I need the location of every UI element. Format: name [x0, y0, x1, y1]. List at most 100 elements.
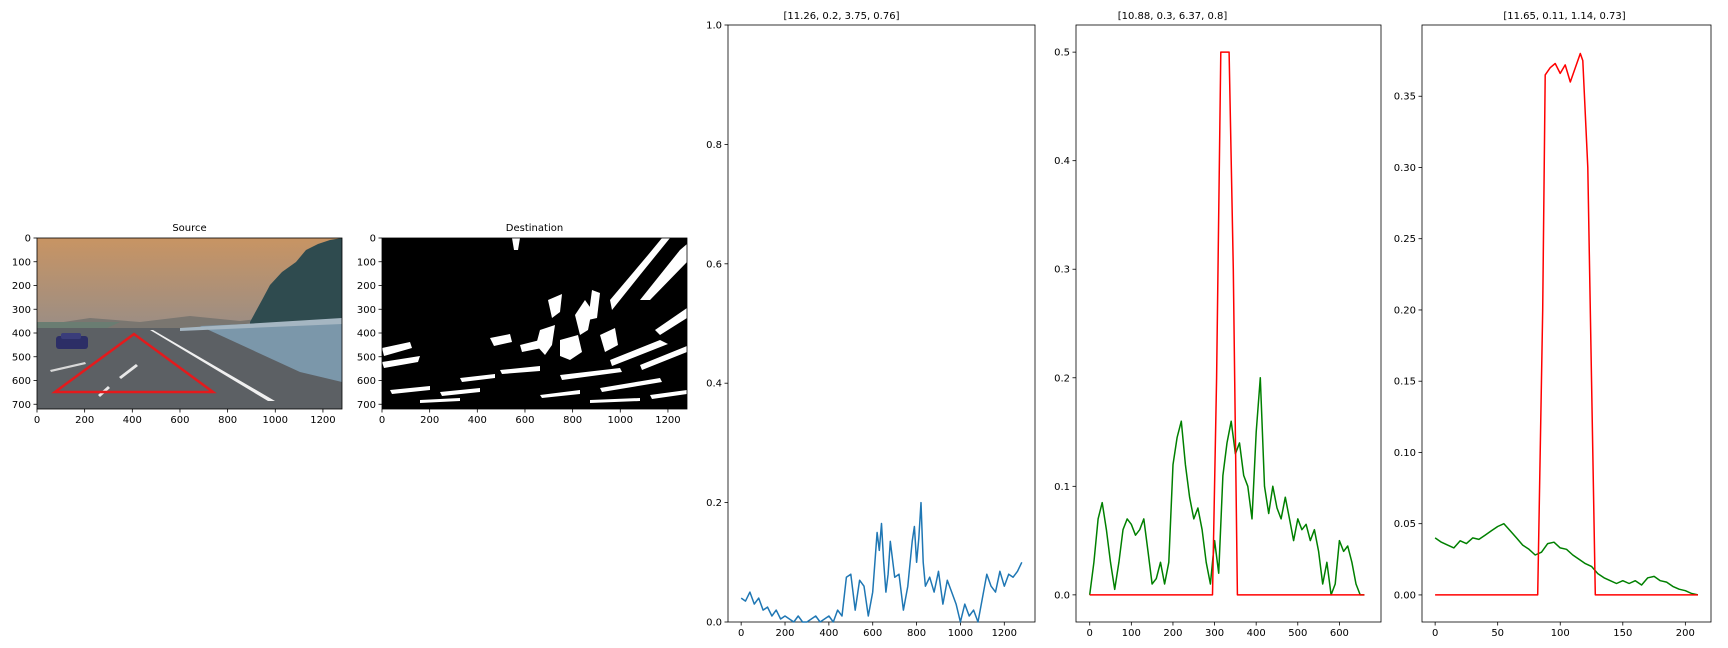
destination-ytick-label: 500: [357, 352, 376, 363]
hist2-series: [1088, 51, 1365, 596]
source-ytick-label: 600: [12, 376, 31, 387]
hist2-ytick-label: 0.1: [1054, 482, 1070, 493]
source-frame: [36, 237, 343, 410]
hist1-xtick-label: 800: [907, 628, 926, 639]
hist3-title: [11.65, 0.11, 1.14, 0.73]: [1503, 11, 1625, 22]
hist3-ytick-label: 0.15: [1394, 377, 1416, 388]
hist3-xtick-label: 100: [1551, 628, 1570, 639]
barrier: [180, 318, 342, 331]
hist3-ytick-label: 0.35: [1394, 92, 1416, 103]
hist3-series-line-0: [1434, 522, 1699, 596]
destination-ytick-label: 100: [357, 257, 376, 268]
source-ytick-label: 400: [12, 329, 31, 340]
hist3-ytick-label: 0.00: [1394, 590, 1416, 601]
lane-mark-3: [50, 362, 86, 372]
destination-xtick-label: 0: [379, 415, 385, 426]
car-window: [61, 333, 81, 339]
source-panel: Source 0 200 400 600 800 1000 1200 0 100 200 300 40…: [12, 223, 343, 427]
source-ytick-label: 0: [25, 234, 31, 245]
source-ticks: 0 200 400 600 800 1000 1200 0 100 200 300 400 500 600…: [12, 234, 336, 427]
hist1-frame: [727, 24, 1036, 623]
hist1-xtick-label: 600: [863, 628, 882, 639]
hist3-ticks: 0 50 100 150 200 0.00 0.05 0.10 0.15 0.20 0.25 0.30…: [1394, 92, 1695, 639]
hist3-xtick-label: 200: [1676, 628, 1695, 639]
hist1-title: [11.26, 0.2, 3.75, 0.76]: [784, 11, 900, 22]
source-xtick-label: 0: [34, 415, 40, 426]
source-ytick-label: 700: [12, 400, 31, 411]
source-ytick-label: 100: [12, 257, 31, 268]
grass-right: [200, 320, 342, 382]
hist2-xtick-label: 100: [1122, 628, 1141, 639]
destination-image: [382, 238, 687, 409]
hist1-ytick-label: 1.0: [706, 21, 722, 32]
hist1-xtick-label: 0: [738, 628, 744, 639]
hist2-ytick-label: 0.5: [1054, 48, 1070, 59]
hist1-xtick-label: 1200: [992, 628, 1017, 639]
hist2-ytick-label: 0.4: [1054, 156, 1070, 167]
hist3-series: [1434, 52, 1699, 596]
hist2-series-line-1: [1089, 51, 1365, 596]
roi-triangle: [51, 332, 217, 394]
hist3-xtick-label: 50: [1491, 628, 1504, 639]
destination-xtick-label: 200: [420, 415, 439, 426]
source-ytick-label: 500: [12, 352, 31, 363]
hist3-xtick-label: 0: [1432, 628, 1438, 639]
hist3-ytick-label: 0.05: [1394, 519, 1416, 530]
source-title: Source: [172, 223, 206, 234]
source-xtick-label: 200: [75, 415, 94, 426]
hist1-ytick-label: 0.8: [706, 140, 722, 151]
dst-background: [382, 238, 687, 409]
hist2-xtick-label: 300: [1205, 628, 1224, 639]
hist3-ytick-label: 0.20: [1394, 305, 1416, 316]
lane-mark-2: [119, 364, 138, 379]
hist1-series: [740, 501, 1023, 623]
hist2-ytick-label: 0.0: [1054, 590, 1070, 601]
hist3-ytick-label: 0.30: [1394, 163, 1416, 174]
destination-frame: [381, 237, 688, 410]
destination-ytick-label: 600: [357, 376, 376, 387]
destination-panel: Destination: [357, 223, 688, 426]
source-ytick-label: 300: [12, 305, 31, 316]
hist2-xtick-label: 200: [1163, 628, 1182, 639]
hist3-series-line-1: [1435, 52, 1698, 596]
hist1-series-line-0: [740, 501, 1023, 623]
histogram-panel-3: [11.65, 0.11, 1.14, 0.73] 0 50 100 150 200 0.…: [1394, 11, 1712, 639]
hist2-series-line-0: [1088, 377, 1365, 596]
hist2-ytick-label: 0.3: [1054, 265, 1070, 276]
destination-xtick-label: 1000: [608, 415, 633, 426]
destination-ytick-label: 400: [357, 329, 376, 340]
hist1-ytick-label: 0.0: [706, 618, 722, 629]
destination-title: Destination: [506, 223, 563, 234]
source-xtick-label: 400: [123, 415, 142, 426]
hist3-xtick-label: 150: [1613, 628, 1632, 639]
hist1-xtick-label: 400: [819, 628, 838, 639]
destination-ytick-label: 200: [357, 281, 376, 292]
hist2-ytick-label: 0.2: [1054, 373, 1070, 384]
hist1-ticks: 0 200 400 600 800 1000 1200 0.0 0.2 0.4 0.6 0.8 1.0: [706, 21, 1017, 640]
hist1-ytick-label: 0.2: [706, 498, 722, 509]
hist3-frame: [1421, 24, 1712, 623]
destination-ytick-label: 0: [370, 234, 376, 245]
hist3-ytick-label: 0.10: [1394, 448, 1416, 459]
hist1-ytick-label: 0.4: [706, 379, 722, 390]
destination-ytick-label: 300: [357, 305, 376, 316]
source-xtick-label: 800: [218, 415, 237, 426]
source-image: [37, 238, 342, 409]
hist2-title: [10.88, 0.3, 6.37, 0.8]: [1118, 11, 1228, 22]
hist1-ytick-label: 0.6: [706, 259, 722, 270]
lane-right: [150, 330, 275, 401]
hist1-xtick-label: 200: [775, 628, 794, 639]
trees: [250, 238, 342, 332]
source-xtick-label: 1200: [310, 415, 335, 426]
hist2-frame: [1075, 24, 1382, 623]
dst-white-blobs: [382, 238, 687, 403]
source-xtick-label: 1000: [263, 415, 288, 426]
destination-xtick-label: 400: [468, 415, 487, 426]
source-xtick-label: 600: [170, 415, 189, 426]
histogram-panel-2: [10.88, 0.3, 6.37, 0.8] 0 100 200 300 400 500…: [1054, 11, 1382, 639]
destination-xtick-label: 600: [515, 415, 534, 426]
destination-xtick-label: 800: [563, 415, 582, 426]
hist2-xtick-label: 500: [1288, 628, 1307, 639]
hist3-ytick-label: 0.25: [1394, 234, 1416, 245]
